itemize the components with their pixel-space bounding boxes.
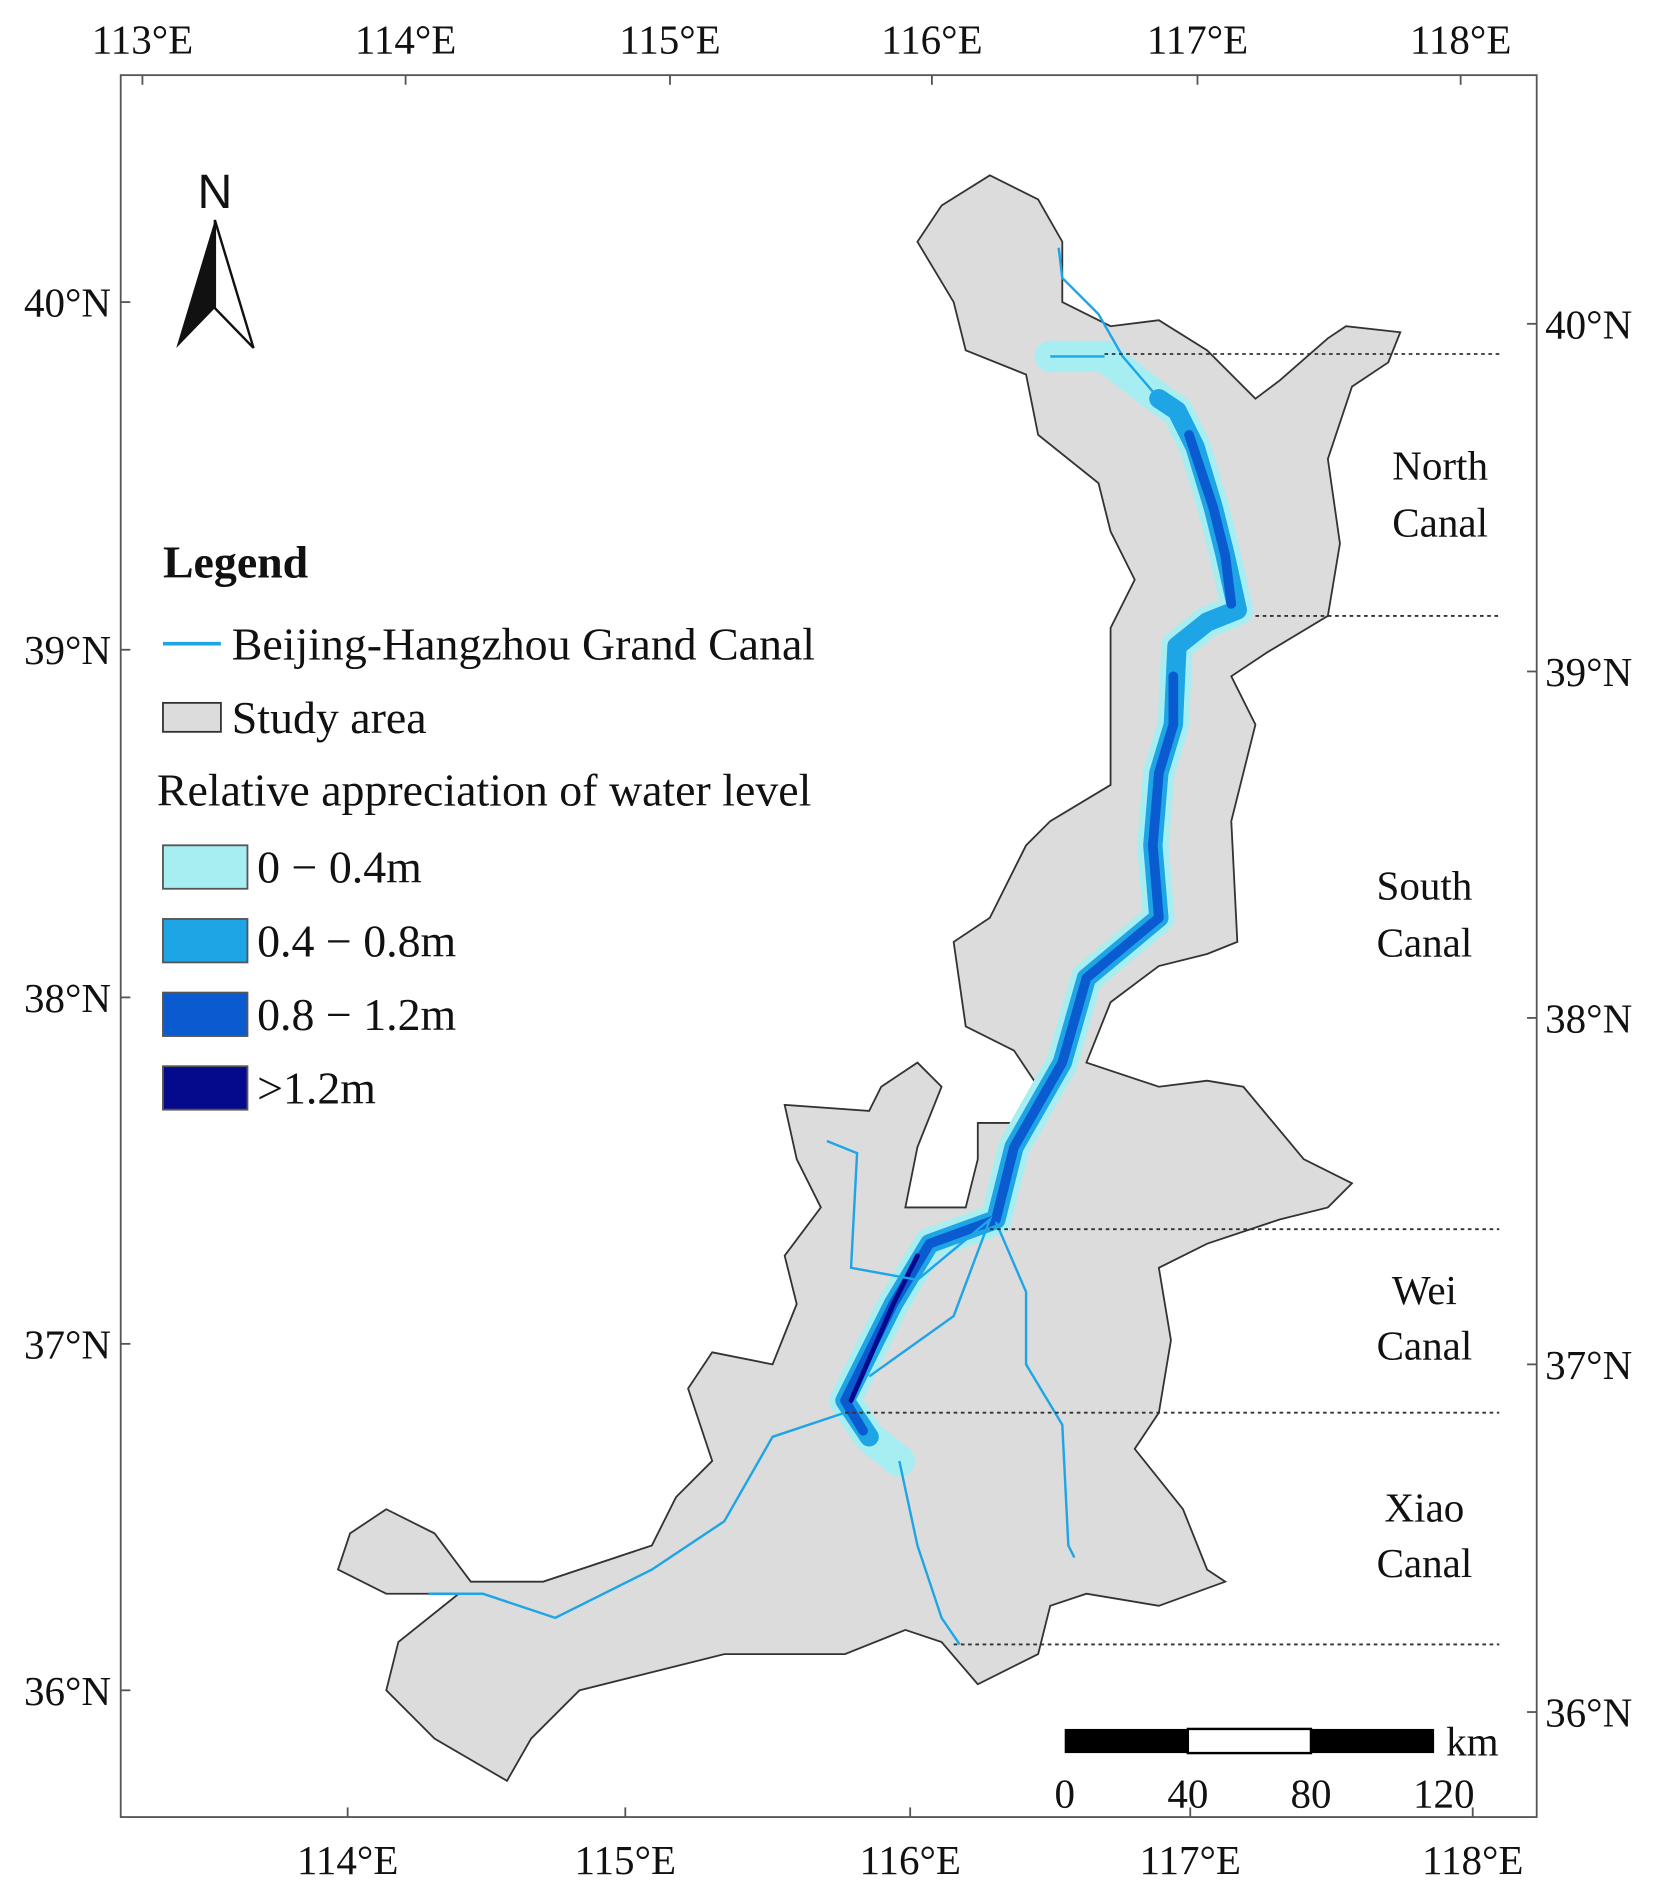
scale-segment: [1064, 1728, 1188, 1754]
legend-label: 0.8 − 1.2m: [257, 989, 456, 1040]
legend-subtitle: Relative appreciation of water level: [157, 764, 811, 815]
canal: [428, 247, 1160, 1646]
lon-label: 116°E: [881, 16, 983, 62]
north-label: N: [197, 165, 232, 219]
arrow-right: [213, 219, 255, 349]
lat-label: 37°N: [1545, 1342, 1632, 1388]
right-axis: 40°N 39°N 38°N 37°N 36°N: [1545, 301, 1632, 1735]
lat-label: 38°N: [1545, 995, 1632, 1041]
lon-label: 114°E: [297, 1837, 398, 1883]
legend-swatch: [162, 844, 249, 890]
legend: Legend Beijing-Hangzhou Grand Canal Stud…: [157, 536, 815, 1113]
lon-label: 115°E: [619, 16, 720, 62]
scale-label: 0: [1054, 1770, 1075, 1816]
section-label: Canal: [1392, 499, 1488, 545]
scale-label: 120: [1413, 1770, 1475, 1816]
section-label: Canal: [1377, 1323, 1473, 1369]
frame-ticks: [120, 75, 1537, 1818]
scale-label: 40: [1167, 1770, 1208, 1816]
scale-segment: [1186, 1727, 1313, 1755]
top-axis: 113°E 114°E 115°E 116°E 117°E 118°E: [92, 16, 1512, 62]
canal-branch-1: [826, 1139, 993, 1378]
section-label: Canal: [1377, 1540, 1473, 1586]
legend-label: 0.4 − 0.8m: [257, 915, 456, 966]
scale-bar: km 0 40 80 120: [1054, 1718, 1498, 1816]
section-label: South: [1377, 863, 1473, 909]
lat-label: 36°N: [1545, 1690, 1632, 1736]
lon-label: 118°E: [1422, 1837, 1524, 1883]
section-label: North: [1392, 443, 1488, 489]
water-level: [829, 340, 1254, 1477]
legend-label: Study area: [232, 692, 427, 743]
left-axis: 40°N 39°N 38°N 37°N 36°N: [24, 280, 111, 1714]
lat-label: 40°N: [1545, 301, 1632, 347]
lon-label: 113°E: [92, 16, 194, 62]
study-area-polygon: [336, 174, 1402, 1783]
canal-branch-2: [994, 1221, 1076, 1559]
canal-south: [898, 1460, 961, 1646]
section-label: Wei: [1392, 1267, 1457, 1313]
lat-label: 38°N: [24, 975, 111, 1021]
lat-label: 37°N: [24, 1321, 111, 1367]
legend-swatch: [162, 991, 249, 1037]
legend-title: Legend: [163, 536, 308, 587]
legend-label: >1.2m: [257, 1063, 376, 1114]
lon-label: 117°E: [1147, 16, 1249, 62]
lat-label: 40°N: [24, 280, 111, 326]
bottom-axis: 114°E 115°E 116°E 117°E 118°E: [297, 1837, 1524, 1883]
section-label: Canal: [1377, 919, 1473, 965]
legend-classes: 0 − 0.4m 0.4 − 0.8m 0.8 − 1.2m >1.2m: [162, 842, 456, 1114]
section-label: Xiao: [1385, 1484, 1465, 1530]
lat-label: 39°N: [1545, 649, 1632, 695]
legend-swatch: [162, 918, 249, 964]
water-class-4: [848, 1253, 920, 1404]
legend-label: 0 − 0.4m: [257, 842, 422, 893]
canal-branch-west: [428, 1411, 846, 1620]
lon-label: 116°E: [859, 1837, 960, 1883]
legend-label: Beijing-Hangzhou Grand Canal: [232, 618, 815, 669]
scale-unit: km: [1446, 1718, 1499, 1764]
study-area: [336, 174, 1402, 1783]
scale-segment: [1310, 1728, 1435, 1754]
section-dividers: [845, 353, 1500, 1646]
canal-north: [1050, 247, 1160, 400]
legend-swatch: [162, 1065, 249, 1111]
lon-label: 115°E: [575, 1837, 677, 1883]
section-labels: North Canal South Canal Wei Canal Xiao C…: [1377, 443, 1488, 1586]
lon-label: 114°E: [355, 16, 457, 62]
scale-label: 80: [1290, 1770, 1331, 1816]
lon-label: 117°E: [1139, 1837, 1241, 1883]
lat-label: 36°N: [24, 1668, 111, 1714]
lat-label: 39°N: [24, 627, 111, 673]
lon-label: 118°E: [1410, 16, 1512, 62]
legend-area-swatch: [162, 701, 222, 733]
